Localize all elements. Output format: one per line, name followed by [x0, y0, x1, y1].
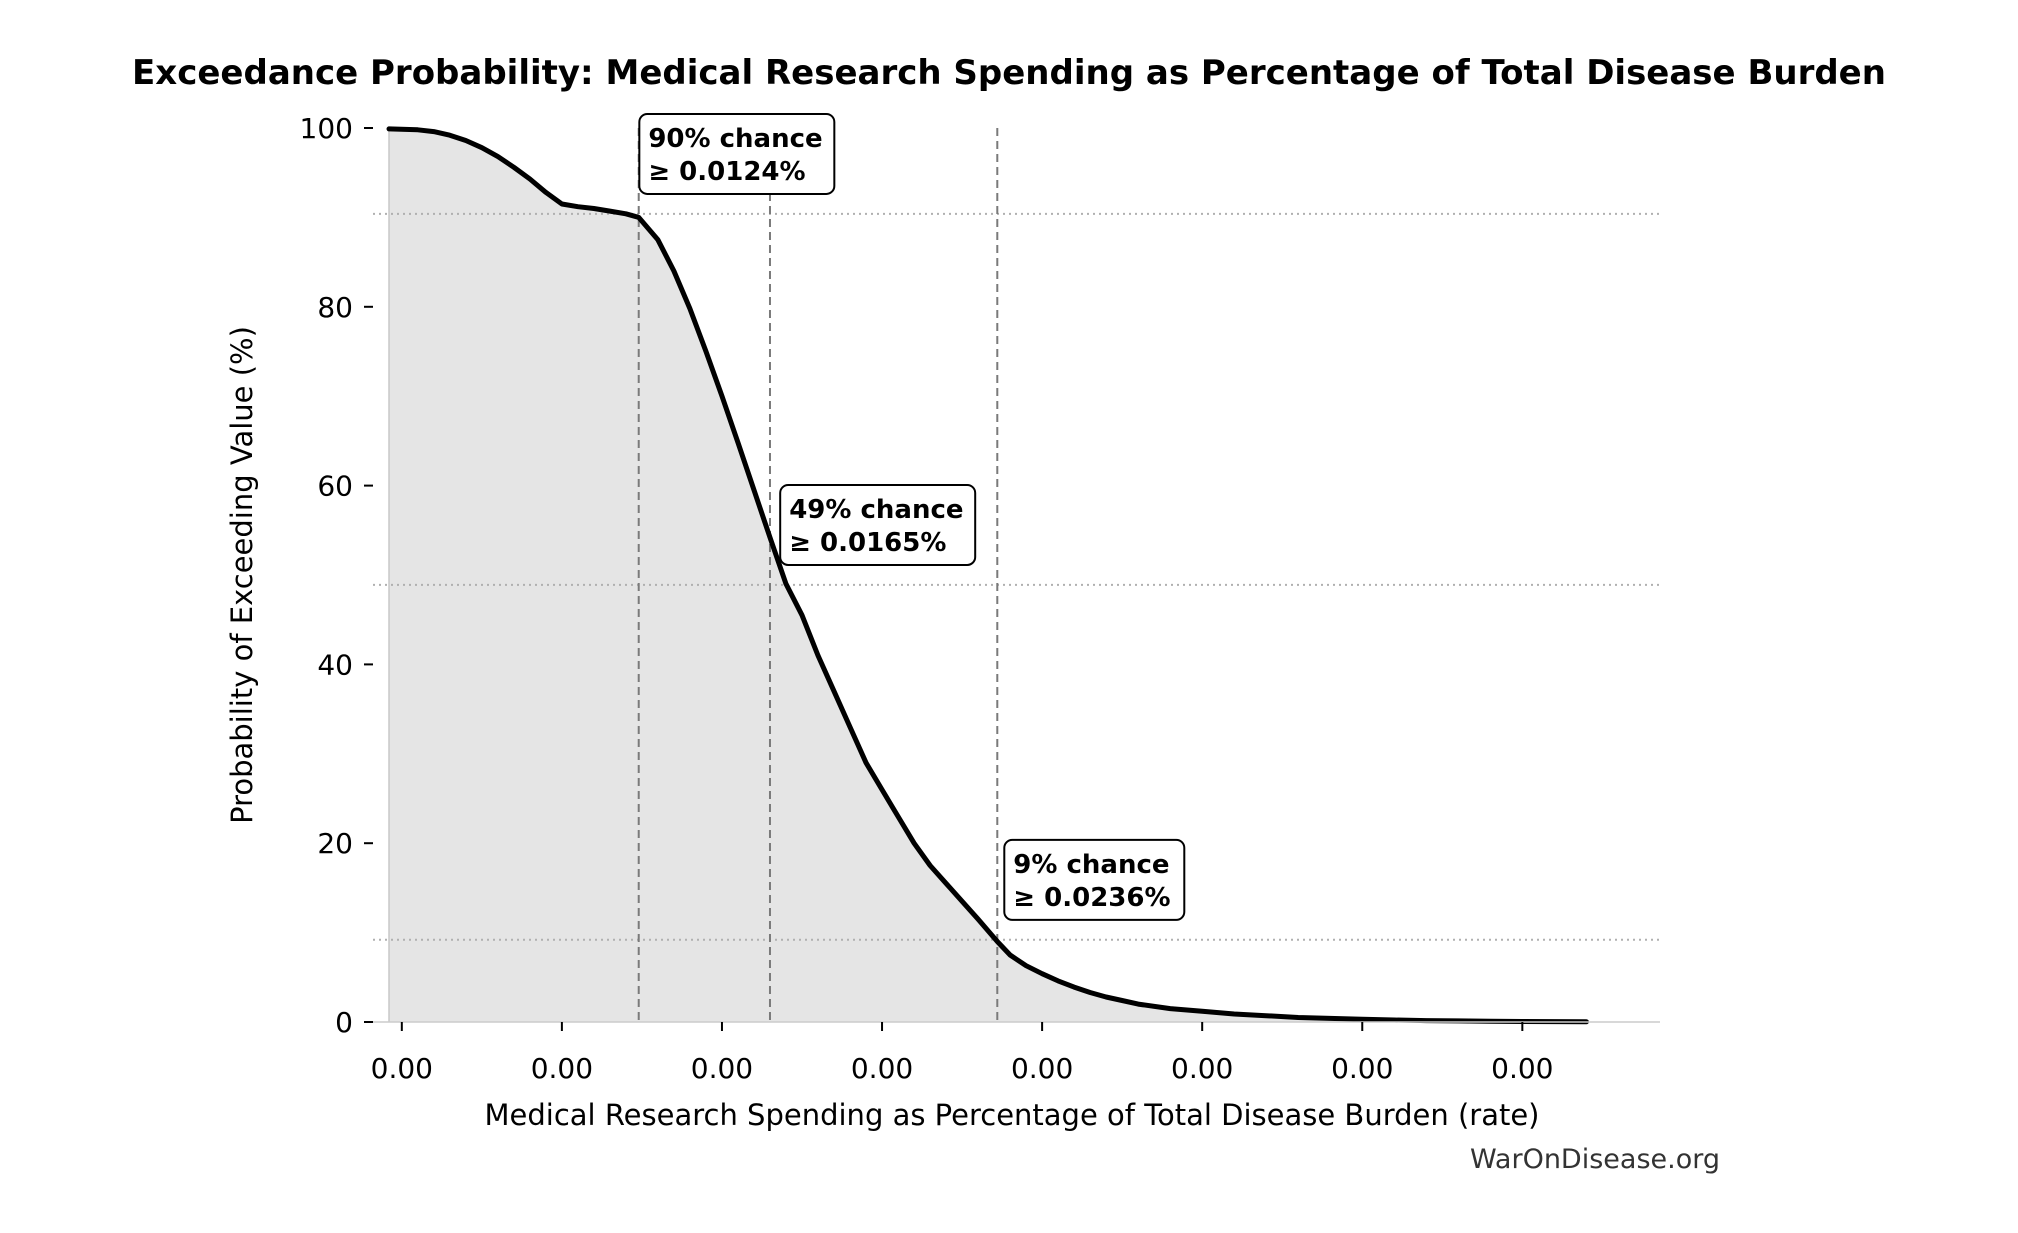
- watermark: WarOnDisease.org: [1470, 1144, 1720, 1175]
- x-tick-label-4: 0.00: [851, 1052, 913, 1085]
- x-tick-label-7: 0.00: [1331, 1052, 1393, 1085]
- x-tick-label-3: 0.00: [691, 1052, 753, 1085]
- annotation-box-3: [1003, 838, 1186, 921]
- exceedance-curve: [386, 126, 1589, 1025]
- annotation-line2-1: ≥ 0.0124%: [648, 157, 805, 187]
- y-axis-label: Probability of Exceeding Value (%): [225, 326, 259, 824]
- chart-title: Exceedance Probability: Medical Research…: [132, 53, 1886, 93]
- y-tick-label-0: 0: [335, 1006, 353, 1039]
- x-axis-label: Medical Research Spending as Percentage …: [485, 1098, 1540, 1132]
- annotation-line2-3: ≥ 0.0236%: [1013, 883, 1170, 913]
- x-tick-label-1: 0.00: [371, 1052, 433, 1085]
- x-tick-label-6: 0.00: [1171, 1052, 1233, 1085]
- plot-area: 0 20 40 60 80 100 0.00 0.00 0.00 0.00 0.00 0.00 0.00…: [300, 112, 1660, 1085]
- area-fill: [389, 128, 1587, 1022]
- annotation-box-1: [638, 112, 836, 195]
- annotation-line1-2: 49% chance: [789, 495, 963, 525]
- y-tick-label-100: 100: [300, 112, 353, 145]
- y-tick-label-60: 60: [317, 470, 353, 503]
- x-tick-label-8: 0.00: [1491, 1052, 1553, 1085]
- annotation-box-2: [779, 483, 977, 566]
- y-tick-label-20: 20: [317, 827, 353, 860]
- annotation-line1-1: 90% chance: [648, 124, 822, 154]
- x-tick-label-2: 0.00: [531, 1052, 593, 1085]
- y-tick-label-80: 80: [317, 291, 353, 324]
- annotation-line2-2: ≥ 0.0165%: [789, 528, 946, 558]
- x-tick-label-5: 0.00: [1011, 1052, 1073, 1085]
- annotation-line1-3: 9% chance: [1013, 850, 1169, 880]
- y-tick-label-40: 40: [317, 648, 353, 681]
